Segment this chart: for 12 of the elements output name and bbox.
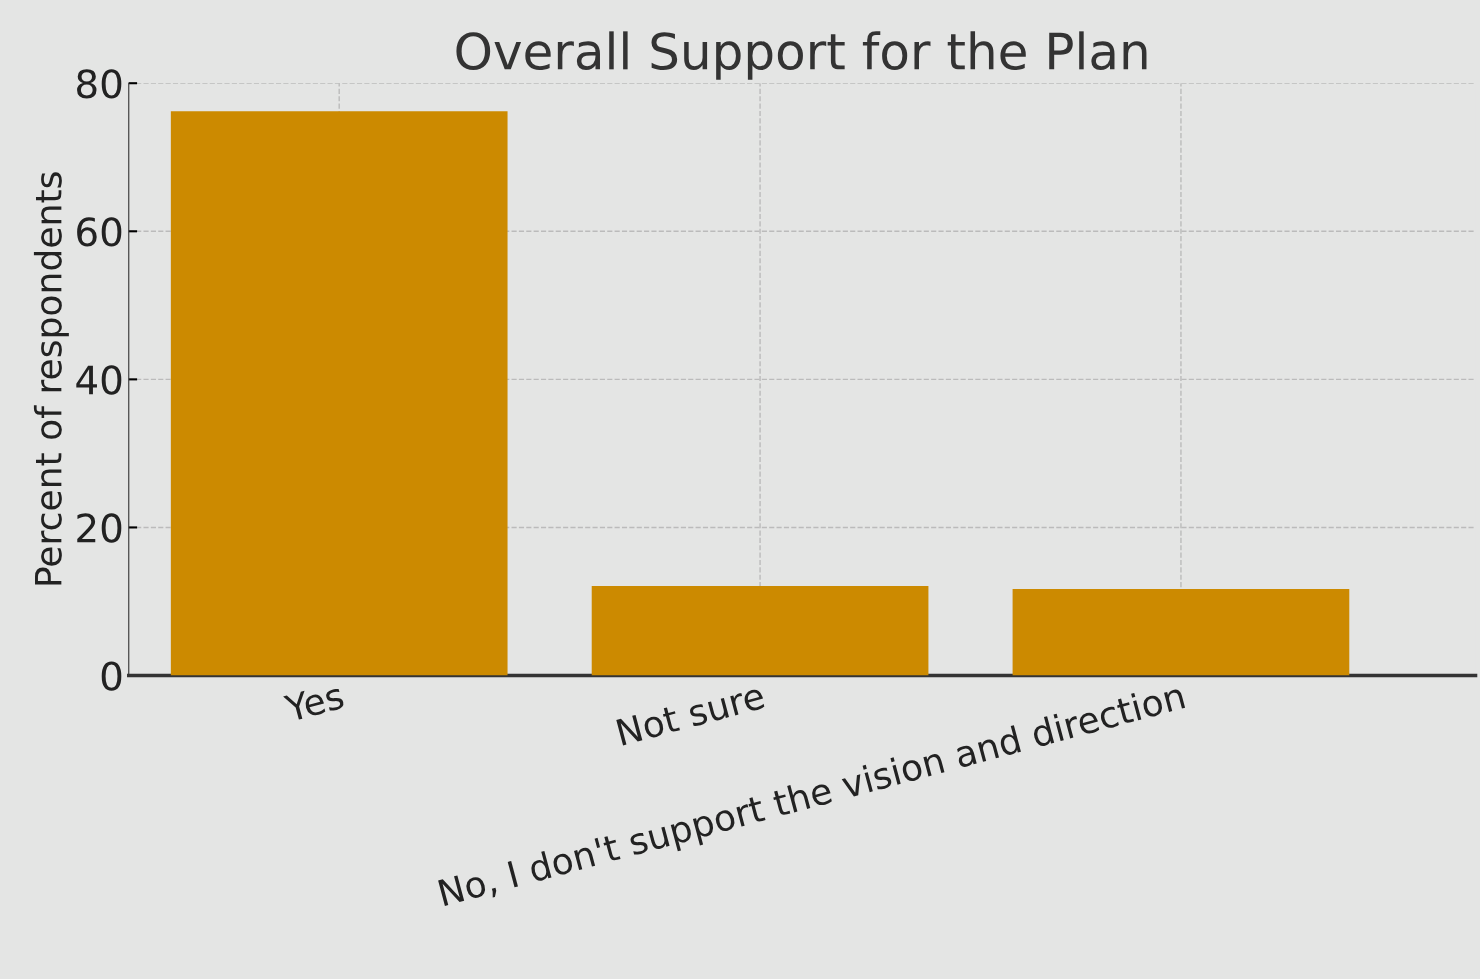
bar	[591, 585, 929, 676]
chart-title: Overall Support for the Plan	[456, 31, 1147, 80]
y-axis-title: Percent of respondents	[33, 172, 69, 585]
bar	[170, 111, 508, 676]
x-tick-label: Yes	[283, 681, 345, 723]
bar	[1012, 588, 1350, 676]
x-tick-label: Not sure	[616, 681, 766, 746]
y-tick-label: 0	[101, 661, 122, 691]
y-tick-label: 20	[77, 513, 122, 543]
y-tick-label: 80	[77, 69, 122, 99]
y-tick-label: 40	[76, 365, 122, 395]
y-tick-label: 60	[77, 217, 122, 247]
